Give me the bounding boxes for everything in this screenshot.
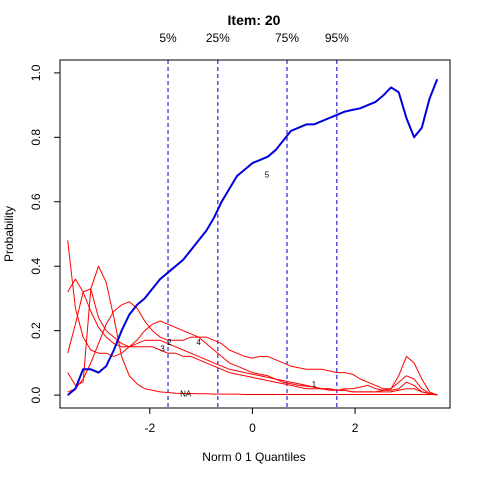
quantile-lines: 5% 25% 75% 95% <box>159 31 349 408</box>
axes: -2 0 2 0.0 0.2 0.4 0.6 0.8 1.0 <box>29 64 359 435</box>
series-line-na <box>67 265 438 395</box>
quantile-label-1: 25% <box>206 31 230 45</box>
quantile-label-3: 95% <box>325 31 349 45</box>
series-line-5 <box>67 78 439 396</box>
curve-label-3: 3 <box>160 344 165 353</box>
y-tick-label-1: 0.2 <box>29 322 43 339</box>
y-tick-label-5: 1.0 <box>29 64 43 81</box>
y-tick-label-2: 0.4 <box>29 258 43 275</box>
x-tick-label-1: 0 <box>249 421 256 435</box>
x-tick-label-0: -2 <box>144 421 155 435</box>
series-line-4 <box>67 301 438 396</box>
quantile-label-0: 5% <box>159 31 177 45</box>
y-tick-label-0: 0.0 <box>29 386 43 403</box>
curve-label-na: NA <box>180 390 192 399</box>
series-line-3 <box>67 288 438 396</box>
curve-label-4: 4 <box>196 338 201 347</box>
chart-title: Item: 20 <box>228 12 281 28</box>
curve-label-5: 5 <box>265 170 270 179</box>
y-tick-label-4: 0.8 <box>29 129 43 146</box>
curve-label-2: 2 <box>167 338 172 347</box>
curve-labels: 5 1 23 4 NA <box>160 170 316 398</box>
quantile-label-2: 75% <box>275 31 299 45</box>
y-tick-label-3: 0.6 <box>29 193 43 210</box>
x-tick-label-2: 2 <box>352 421 359 435</box>
curve-label-1: 1 <box>312 380 317 389</box>
x-axis-label: Norm 0 1 Quantiles <box>202 450 305 464</box>
plot-frame <box>59 59 451 409</box>
series-layer <box>67 78 439 396</box>
y-axis-label: Probability <box>2 206 16 262</box>
